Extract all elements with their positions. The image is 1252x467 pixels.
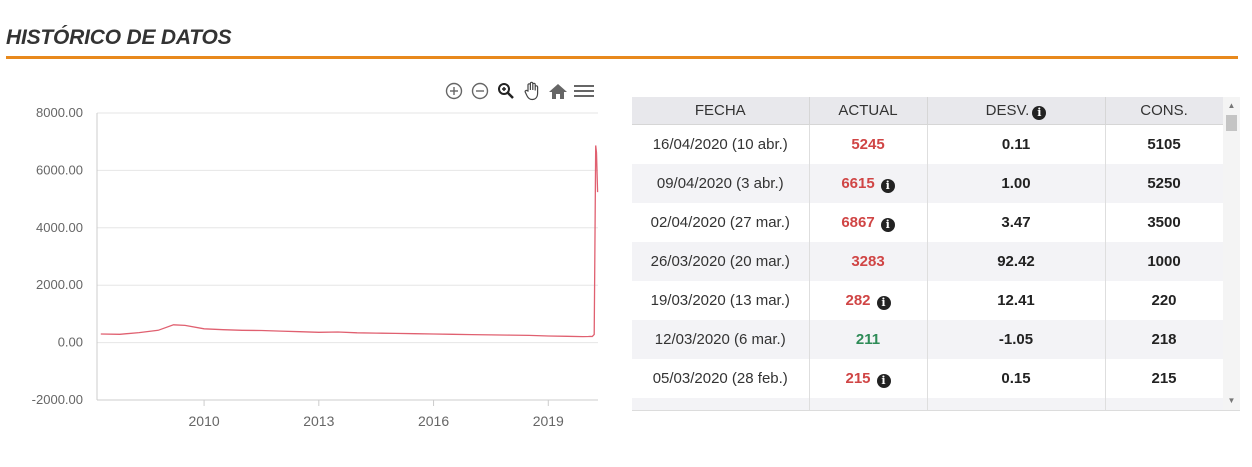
pan-hand-icon[interactable] [522, 81, 542, 101]
line-chart[interactable]: 8000.00 6000.00 4000.00 2000.00 0.00 -2000.00… [0, 75, 620, 455]
home-icon[interactable] [548, 81, 568, 101]
cell-cons: 220 [1105, 281, 1224, 320]
chart-toolbar [444, 80, 594, 102]
cell-desv: 0.15 [927, 359, 1106, 398]
cell-fecha: 02/04/2020 (27 mar.) [632, 203, 810, 242]
table-row: 26/03/2020 (20 mar.) 3283 92.42 1000 [632, 242, 1224, 281]
x-tick-label: 2019 [533, 413, 564, 429]
cell-cons: 5105 [1105, 124, 1224, 164]
table-row: 16/04/2020 (10 abr.) 5245 0.11 5105 [632, 124, 1224, 164]
menu-icon[interactable] [574, 81, 594, 101]
data-table-container[interactable]: FECHA ACTUAL DESV. i CONS. 16/04/2020 (10… [632, 97, 1240, 411]
table-row: 19/03/2020 (13 mar.) 282 i 12.41 220 [632, 281, 1224, 320]
cell-actual: 215 i [809, 359, 928, 398]
y-tick-label: 4000.00 [36, 220, 83, 235]
info-icon[interactable]: i [880, 178, 895, 193]
col-header-cons[interactable]: CONS. [1105, 97, 1224, 125]
series-line [100, 145, 599, 338]
table-row: 05/03/2020 (28 feb.) 215 i 0.15 215 [632, 359, 1224, 398]
cell-actual: 211 [809, 320, 928, 359]
cell-desv: 12.41 [927, 281, 1106, 320]
info-icon[interactable]: i [880, 217, 895, 232]
cell-cons: 3500 [1105, 203, 1224, 242]
cell-desv: 0.11 [927, 124, 1106, 164]
col-header-actual[interactable]: ACTUAL [809, 97, 928, 125]
cell-cons: 215 [1105, 359, 1224, 398]
cell-actual: 6615 i [809, 164, 928, 203]
scroll-thumb[interactable] [1226, 115, 1237, 131]
cell-desv: 1.00 [927, 164, 1106, 203]
x-tick-label: 2013 [303, 413, 334, 429]
table-header-row: FECHA ACTUAL DESV. i CONS. [632, 97, 1224, 125]
cell-actual: 282 i [809, 281, 928, 320]
table-row: 09/04/2020 (3 abr.) 6615 i 1.00 5250 [632, 164, 1224, 203]
cell-fecha: 12/03/2020 (6 mar.) [632, 320, 810, 359]
x-tick-label: 2016 [418, 413, 449, 429]
title-underline [6, 56, 1238, 59]
table-row: 02/04/2020 (27 mar.) 6867 i 3.47 3500 [632, 203, 1224, 242]
info-icon[interactable]: i [876, 295, 891, 310]
col-header-fecha[interactable]: FECHA [632, 97, 810, 125]
cell-fecha: 09/04/2020 (3 abr.) [632, 164, 810, 203]
table-row: 12/03/2020 (6 mar.) 211 -1.05 218 [632, 320, 1224, 359]
page-title: HISTÓRICO DE DATOS [6, 26, 232, 49]
scroll-up-icon[interactable]: ▲ [1227, 101, 1236, 110]
info-icon[interactable]: i [876, 373, 891, 388]
cell-fecha: 16/04/2020 (10 abr.) [632, 124, 810, 164]
zoom-in-icon[interactable] [444, 81, 464, 101]
cell-fecha: 19/03/2020 (13 mar.) [632, 281, 810, 320]
cell-fecha: 05/03/2020 (28 feb.) [632, 359, 810, 398]
cell-desv: -1.05 [927, 320, 1106, 359]
cell-actual: 5245 [809, 124, 928, 164]
x-tick-label: 2010 [189, 413, 220, 429]
cell-cons: 1000 [1105, 242, 1224, 281]
table-scrollbar[interactable]: ▲ ▼ [1223, 97, 1240, 410]
table-row [632, 398, 1224, 410]
cell-desv: 92.42 [927, 242, 1106, 281]
scroll-down-icon[interactable]: ▼ [1227, 396, 1236, 405]
y-tick-label: 0.00 [58, 335, 83, 350]
chart-canvas[interactable]: 8000.00 6000.00 4000.00 2000.00 0.00 -2000.00… [0, 75, 620, 455]
cell-fecha: 26/03/2020 (20 mar.) [632, 242, 810, 281]
y-tick-label: -2000.00 [32, 392, 83, 407]
magnifier-icon[interactable] [496, 81, 516, 101]
cell-actual: 3283 [809, 242, 928, 281]
cell-actual: 6867 i [809, 203, 928, 242]
cell-desv: 3.47 [927, 203, 1106, 242]
y-tick-label: 2000.00 [36, 277, 83, 292]
cell-cons: 218 [1105, 320, 1224, 359]
y-tick-label: 6000.00 [36, 162, 83, 177]
col-header-desv[interactable]: DESV. i [927, 97, 1106, 125]
y-tick-label: 8000.00 [36, 105, 83, 120]
info-icon[interactable]: i [1032, 105, 1047, 120]
zoom-out-icon[interactable] [470, 81, 490, 101]
cell-cons: 5250 [1105, 164, 1224, 203]
data-table: FECHA ACTUAL DESV. i CONS. 16/04/2020 (10… [632, 97, 1224, 410]
